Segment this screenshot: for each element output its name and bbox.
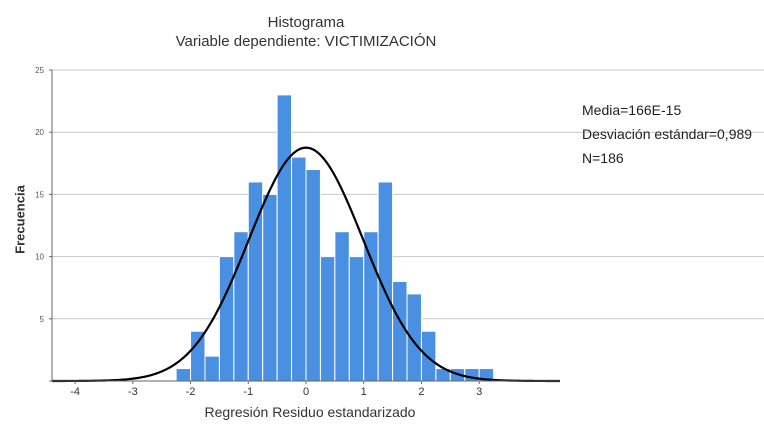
histogram-bar xyxy=(406,293,422,382)
y-tick-label: 15 xyxy=(35,190,44,199)
histogram-bar xyxy=(204,355,220,382)
histogram-bar xyxy=(276,94,293,382)
x-tick-label: 3 xyxy=(476,386,482,398)
histogram-bar xyxy=(291,156,307,382)
normal-curve xyxy=(52,146,560,383)
x-tick-label: -4 xyxy=(70,386,80,398)
histogram-bar xyxy=(233,231,249,382)
histogram-bar xyxy=(175,368,192,382)
stat-sd: Desviación estándar=0,989 xyxy=(582,126,753,142)
histogram-bar xyxy=(218,256,235,382)
x-tick-label: -3 xyxy=(128,386,138,398)
stat-mean: Media=166E-15 xyxy=(582,102,682,118)
y-tick-label: 10 xyxy=(35,253,44,262)
x-tick-label: 0 xyxy=(303,386,309,398)
x-tick-label: -1 xyxy=(243,386,253,398)
x-tick-label: 1 xyxy=(361,386,367,398)
chart-title: Histograma xyxy=(267,14,345,31)
histogram-bar xyxy=(262,193,278,382)
histogram-bar xyxy=(190,330,206,382)
histogram-bar xyxy=(334,231,350,382)
histogram-bar xyxy=(305,169,321,382)
x-tick-label: 2 xyxy=(418,386,424,398)
x-axis-label: Regresión Residuo estandarizado xyxy=(204,404,416,420)
histogram-bar xyxy=(319,256,336,382)
x-tick-label: -2 xyxy=(186,386,196,398)
y-tick-label: 20 xyxy=(35,128,44,137)
histogram-bar xyxy=(348,256,365,382)
y-tick-label: 25 xyxy=(35,66,44,75)
histogram-bar xyxy=(392,280,408,382)
y-tick-label: 5 xyxy=(40,315,45,324)
stat-n: N=186 xyxy=(582,150,624,166)
chart-subtitle: Variable dependiente: VICTIMIZACIÓN xyxy=(175,33,437,50)
histogram-bar xyxy=(420,330,437,382)
histogram-bar xyxy=(363,231,379,382)
y-axis-label: Frecuencia xyxy=(12,185,28,254)
